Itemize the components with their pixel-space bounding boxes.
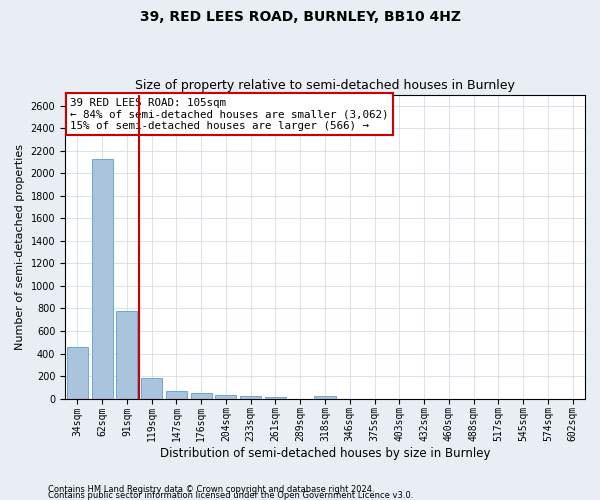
Text: 39, RED LEES ROAD, BURNLEY, BB10 4HZ: 39, RED LEES ROAD, BURNLEY, BB10 4HZ	[139, 10, 461, 24]
Bar	[215, 394, 236, 398]
Bar	[116, 310, 137, 398]
Text: 39 RED LEES ROAD: 105sqm
← 84% of semi-detached houses are smaller (3,062)
15% o: 39 RED LEES ROAD: 105sqm ← 84% of semi-d…	[70, 98, 389, 131]
Text: Contains HM Land Registry data © Crown copyright and database right 2024.: Contains HM Land Registry data © Crown c…	[48, 484, 374, 494]
Bar	[92, 158, 113, 398]
Y-axis label: Number of semi-detached properties: Number of semi-detached properties	[15, 144, 25, 350]
Bar	[314, 396, 335, 398]
Bar	[265, 397, 286, 398]
Bar	[141, 378, 162, 398]
Text: Contains public sector information licensed under the Open Government Licence v3: Contains public sector information licen…	[48, 490, 413, 500]
Bar	[166, 391, 187, 398]
Bar	[191, 394, 212, 398]
X-axis label: Distribution of semi-detached houses by size in Burnley: Distribution of semi-detached houses by …	[160, 447, 490, 460]
Bar	[67, 347, 88, 399]
Title: Size of property relative to semi-detached houses in Burnley: Size of property relative to semi-detach…	[135, 79, 515, 92]
Bar	[240, 396, 261, 398]
